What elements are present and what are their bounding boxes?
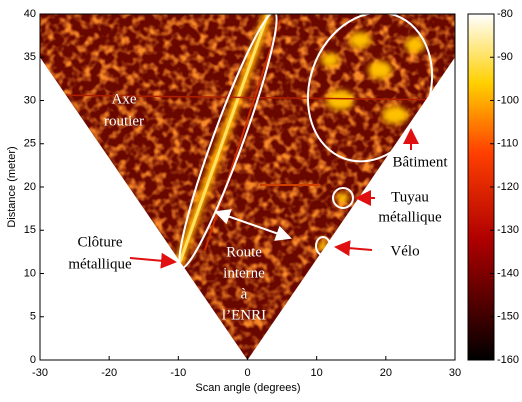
x-tick-label: -30: [32, 367, 48, 379]
annotation: Tuyau: [391, 189, 429, 205]
annotation: Axe: [112, 91, 137, 107]
y-tick-label: 0: [30, 354, 36, 366]
colorbar-tick-label: -120: [497, 181, 519, 193]
annotation: l’ENRI: [222, 307, 266, 323]
colorbar-tick-label: -80: [497, 8, 513, 20]
annotation: Route: [226, 244, 262, 260]
annotation: à: [241, 286, 248, 302]
x-tick-label: 30: [449, 367, 461, 379]
annotation: routier: [104, 113, 144, 129]
y-tick-label: 35: [24, 51, 36, 63]
colorbar-tick-label: -150: [497, 311, 519, 323]
y-tick-label: 20: [24, 181, 36, 193]
y-tick-label: 30: [24, 94, 36, 106]
annotation: interne: [223, 265, 265, 281]
annotation: Clôture: [78, 234, 123, 250]
annotation: Bâtiment: [393, 154, 449, 170]
x-tick-label: -10: [170, 367, 186, 379]
y-tick-label: 25: [24, 138, 36, 150]
x-tick-label: 20: [380, 367, 392, 379]
colorbar-tick-label: -160: [497, 354, 519, 366]
colorbar-tick-label: -100: [497, 94, 519, 106]
y-tick-label: 10: [24, 267, 36, 279]
x-tick-label: 10: [311, 367, 323, 379]
colorbar-tick-label: -130: [497, 224, 519, 236]
y-axis-label: Distance (meter): [6, 146, 18, 227]
annotation: métallique: [68, 256, 132, 272]
colorbar: [467, 13, 495, 361]
x-tick-label: 0: [244, 367, 250, 379]
x-tick-label: -20: [101, 367, 117, 379]
annotation: Vélo: [390, 243, 419, 259]
colorbar-tick-label: -110: [497, 138, 518, 150]
y-tick-label: 5: [30, 311, 36, 323]
annotation: métallique: [378, 209, 442, 225]
y-tick-label: 15: [24, 224, 36, 236]
x-axis-label: Scan angle (degrees): [195, 382, 300, 394]
colorbar-tick-label: -90: [497, 51, 513, 63]
y-tick-label: 40: [24, 8, 36, 20]
colorbar-tick-label: -140: [497, 267, 519, 279]
